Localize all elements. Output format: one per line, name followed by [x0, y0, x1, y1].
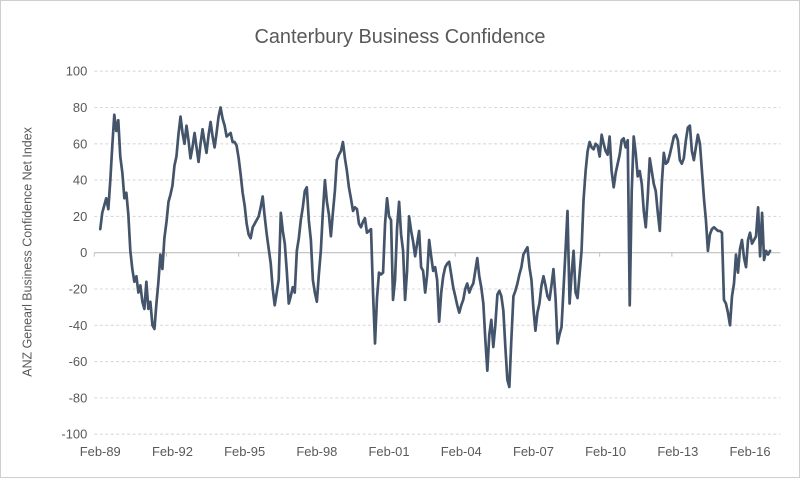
y-tick-label: 60 [73, 136, 87, 151]
y-tick-label: 40 [73, 173, 87, 188]
y-tick-label: 80 [73, 100, 87, 115]
chart-title: Canterbury Business Confidence [254, 26, 545, 48]
y-tick-label: -100 [61, 427, 87, 442]
x-tick-label: Feb-89 [80, 444, 121, 459]
x-tick-label: Feb-95 [224, 444, 265, 459]
confidence-line [98, 106, 772, 389]
axes: 100 80 60 40 20 0 -20 -40 -60 -80 -100 Feb-89 Feb-92… [61, 64, 770, 459]
y-tick-label: -80 [69, 390, 88, 405]
y-tick-label: 0 [80, 245, 87, 260]
x-tick-label: Feb-92 [152, 444, 193, 459]
x-tick-label: Feb-13 [657, 444, 698, 459]
y-axis-title: ANZ Genearl Business Confidence Net Inde… [21, 126, 35, 376]
y-tick-label: -20 [69, 281, 88, 296]
x-tick-label: Feb-04 [441, 444, 482, 459]
y-tick-label: 20 [73, 209, 87, 224]
y-tick-label: 100 [66, 64, 88, 79]
y-tick-label: -40 [69, 318, 88, 333]
gridlines [94, 70, 781, 435]
y-tick-label: -60 [69, 354, 88, 369]
x-tick-label: Feb-10 [585, 444, 626, 459]
x-tick-label: Feb-16 [730, 444, 771, 459]
x-tick-label: Feb-01 [369, 444, 410, 459]
x-tick-label: Feb-98 [296, 444, 337, 459]
confidence-line-series [98, 106, 772, 389]
x-tick-label: Feb-07 [513, 444, 554, 459]
